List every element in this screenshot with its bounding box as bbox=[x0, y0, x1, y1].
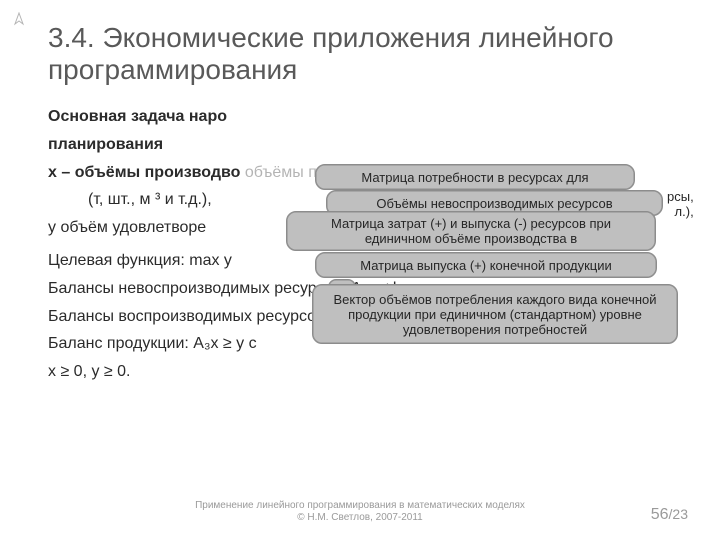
footer: Применение линейного программирования в … bbox=[0, 500, 720, 524]
body-line-1: Основная задача наро bbox=[48, 108, 227, 125]
callout-cost-output-matrix: Матрица затрат (+) и выпуска (-) ресурсо… bbox=[286, 211, 656, 251]
callout-text: Матрица затрат (+) и выпуска (-) ресурсо… bbox=[297, 216, 645, 246]
body-line-10: x ≥ 0, y ≥ 0. bbox=[48, 359, 680, 385]
page-total: /23 bbox=[669, 506, 688, 522]
body-line-3a: x – объёмы производво bbox=[48, 164, 240, 181]
callout-final-output-matrix: Матрица выпуска (+) конечной продукции bbox=[315, 252, 657, 278]
body-line-2: планирования bbox=[48, 136, 163, 153]
page-current: 56 bbox=[651, 506, 669, 523]
callout-tail-span: рсы, л.), bbox=[667, 189, 694, 219]
callout-text: Объёмы невоспроизводимых ресурсов bbox=[376, 196, 612, 211]
footer-line-2: © Н.М. Светлов, 2007-2011 bbox=[0, 512, 720, 524]
page-number: 56/23 bbox=[651, 506, 688, 524]
callout-consumption-vector: Вектор объёмов потребления каждого вида … bbox=[312, 284, 678, 344]
logo-icon bbox=[12, 12, 26, 26]
callout-text: Матрица выпуска (+) конечной продукции bbox=[360, 258, 612, 273]
callout-text: Вектор объёмов потребления каждого вида … bbox=[323, 292, 667, 337]
callout-text: Матрица потребности в ресурсах для bbox=[361, 170, 588, 185]
slide: 3.4. Экономические приложения линейного … bbox=[0, 0, 720, 540]
callout-tail-text: рсы, л.), bbox=[667, 190, 694, 220]
callout-matrix-needs: Матрица потребности в ресурсах для bbox=[315, 164, 635, 190]
slide-title: 3.4. Экономические приложения линейного … bbox=[48, 22, 680, 86]
footer-line-1: Применение линейного программирования в … bbox=[0, 500, 720, 512]
